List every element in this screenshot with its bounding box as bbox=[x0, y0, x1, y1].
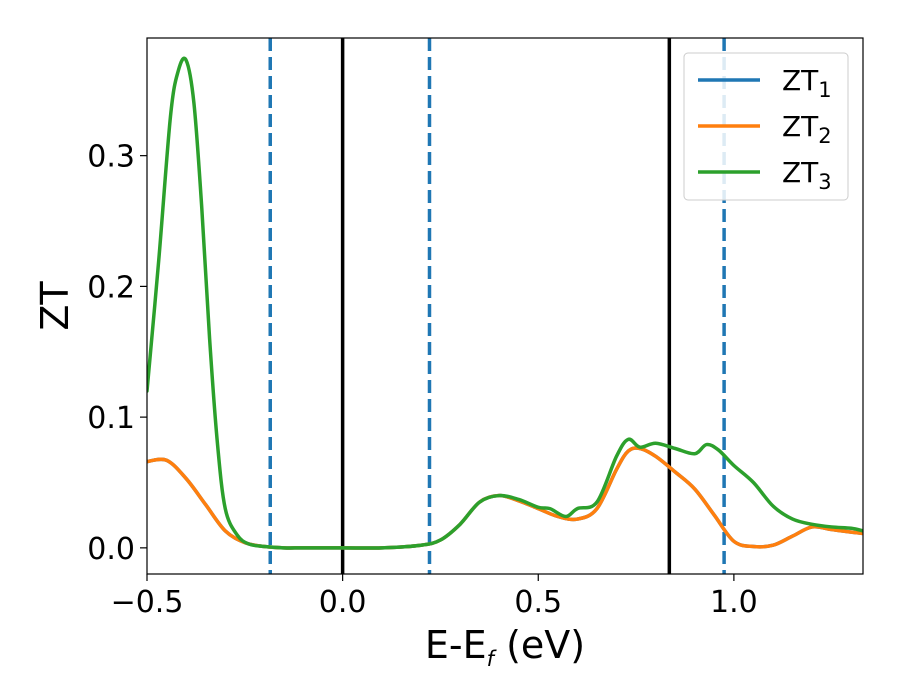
series-lines bbox=[147, 56, 863, 550]
series-line-zt2 bbox=[147, 446, 863, 550]
plot-frame bbox=[146, 37, 864, 575]
series-line-zt3 bbox=[147, 56, 863, 550]
x-tick-label: 0.5 bbox=[514, 585, 562, 620]
legend: ZT1 ZT2 ZT3 bbox=[683, 52, 849, 201]
x-tick-label: −0.5 bbox=[111, 585, 184, 620]
y-tick-label: 0.0 bbox=[87, 532, 135, 567]
x-tick-label: 0.0 bbox=[319, 585, 367, 620]
legend-frame bbox=[683, 52, 849, 201]
y-tick-label: 0.2 bbox=[87, 270, 135, 305]
y-tick-label: 0.1 bbox=[87, 401, 135, 436]
x-axis: −0.5 0.0 0.5 1.0 bbox=[111, 574, 758, 620]
y-tick-label: 0.3 bbox=[87, 140, 135, 175]
legend-label-zt1: ZT1 bbox=[782, 64, 832, 102]
x-tick-label: 1.0 bbox=[710, 585, 758, 620]
x-axis-label: E-Ef (eV) bbox=[425, 623, 585, 671]
legend-label-zt2: ZT2 bbox=[782, 110, 832, 148]
y-axis-label: ZT bbox=[33, 281, 77, 331]
vertical-markers bbox=[268, 38, 726, 574]
legend-label-zt3: ZT3 bbox=[782, 156, 832, 194]
y-axis: 0.0 0.1 0.2 0.3 bbox=[87, 140, 147, 567]
